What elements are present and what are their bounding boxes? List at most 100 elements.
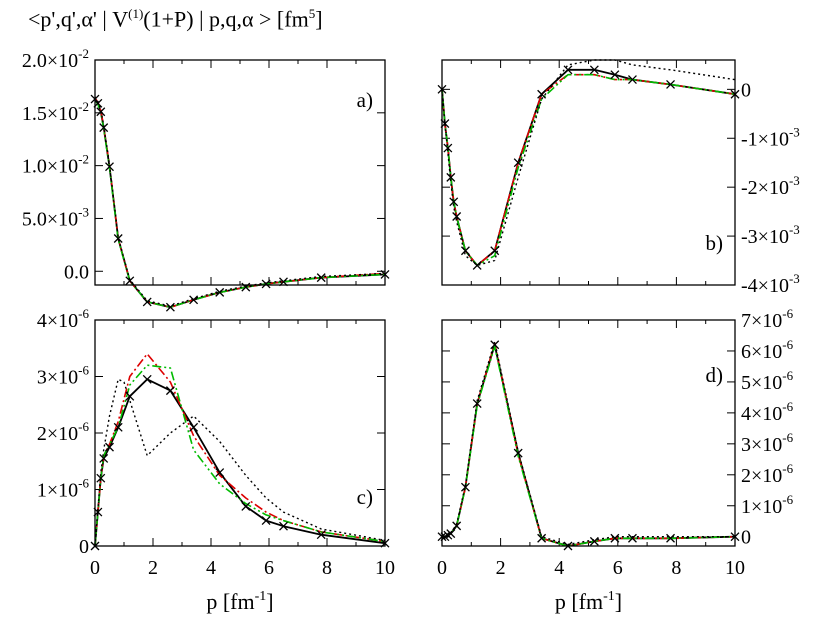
y-tick-mantissa: 4×10 xyxy=(741,403,782,425)
y-tick-label: -2×10-3 xyxy=(741,173,800,199)
marker-stroke xyxy=(472,399,482,409)
data-point-marker xyxy=(666,533,675,543)
series-line-black-solid xyxy=(441,68,736,267)
y-tick-exponent: -6 xyxy=(782,368,793,383)
data-point-marker xyxy=(627,533,637,543)
marker-stroke xyxy=(452,212,462,221)
y-tick-mantissa: -1×10 xyxy=(741,128,789,150)
y-tick-label: 7×10-6 xyxy=(741,306,794,332)
y-tick-label: 3×10-6 xyxy=(741,430,794,456)
y-tick-exponent: -6 xyxy=(78,363,89,378)
y-tick-mantissa: 7×10 xyxy=(741,310,782,332)
y-tick-exponent: -6 xyxy=(78,476,89,491)
x-tick-label: 4 xyxy=(554,557,564,579)
x-tick-label: 4 xyxy=(206,557,216,579)
data-point-marker xyxy=(96,107,106,117)
panel-label: a) xyxy=(357,88,373,112)
marker-stroke xyxy=(610,533,620,543)
x-axis-label-text: p [fm xyxy=(206,589,254,614)
title-text-mid: (1+P) | p,q,α > [fm xyxy=(143,6,309,32)
x-tick-label: 10 xyxy=(375,557,395,579)
marker-stroke xyxy=(96,473,106,483)
data-point-marker xyxy=(113,234,123,243)
y-tick-mantissa: 2×10 xyxy=(741,465,782,487)
x-axis-label-text: p [fm xyxy=(555,589,603,614)
plot-frame xyxy=(441,319,736,547)
marker-stroke xyxy=(446,529,456,539)
y-tick-mantissa: 1×10 xyxy=(741,496,782,518)
y-tick-mantissa: 3×10 xyxy=(37,367,78,389)
marker-stroke xyxy=(449,197,459,207)
y-tick-label: 0 xyxy=(79,536,89,558)
y-tick-label: 3×10-6 xyxy=(37,363,90,389)
marker-stroke xyxy=(537,533,547,543)
marker-stroke xyxy=(113,422,123,432)
x-axis-label-end: ] xyxy=(615,589,622,614)
marker-stroke xyxy=(472,260,482,270)
data-point-marker xyxy=(99,453,109,463)
marker-stroke xyxy=(96,107,106,117)
y-tick-mantissa: 5.0×10 xyxy=(22,208,78,230)
y-tick-label: 4×10-6 xyxy=(37,306,90,332)
y-tick-exponent: -6 xyxy=(782,461,793,476)
marker-stroke xyxy=(446,172,456,182)
marker-stroke xyxy=(105,162,114,172)
y-tick-exponent: -6 xyxy=(782,430,793,445)
y-tick-label: -4×10-3 xyxy=(741,271,800,297)
y-tick-label: 2×10-6 xyxy=(37,419,90,445)
marker-stroke xyxy=(513,448,523,458)
marker-stroke xyxy=(215,468,225,478)
series-line-black-dotted xyxy=(441,59,736,267)
series-line-green-dash-dot-dot xyxy=(94,364,386,547)
marker-stroke xyxy=(105,442,114,452)
data-point-marker xyxy=(446,529,456,539)
y-tick-exponent: -2 xyxy=(78,46,89,61)
data-point-marker xyxy=(666,79,675,89)
data-point-marker xyxy=(215,287,225,297)
data-point-marker xyxy=(261,279,271,289)
y-tick-label: 0 xyxy=(741,79,751,101)
y-tick-mantissa: -3×10 xyxy=(741,226,789,248)
y-tick-label: 1×10-6 xyxy=(741,492,794,518)
marker-stroke xyxy=(610,70,620,80)
x-tick-label: 0 xyxy=(437,557,447,579)
data-point-marker xyxy=(165,302,175,312)
x-axis-label-sup: -1 xyxy=(255,589,267,604)
marker-stroke xyxy=(537,89,547,99)
data-point-marker xyxy=(165,386,175,396)
y-tick-label: -1×10-3 xyxy=(741,124,800,150)
x-axis-label-end: ] xyxy=(266,589,273,614)
marker-stroke xyxy=(165,302,175,312)
data-point-marker xyxy=(189,422,199,432)
marker-stroke xyxy=(125,391,135,401)
x-axis-label: p [fm-1] xyxy=(555,589,622,614)
y-tick-label: 1.5×10-2 xyxy=(22,99,89,125)
data-point-marker xyxy=(443,530,453,540)
y-tick-exponent: -3 xyxy=(789,173,800,188)
data-point-marker xyxy=(610,70,620,80)
marker-stroke xyxy=(261,516,271,526)
marker-stroke xyxy=(125,276,135,286)
data-point-marker xyxy=(490,340,500,350)
data-point-marker xyxy=(125,391,135,401)
y-tick-exponent: -6 xyxy=(78,306,89,321)
panel-label: d) xyxy=(706,363,724,387)
y-tick-exponent: -6 xyxy=(782,492,793,507)
marker-stroke xyxy=(452,521,462,531)
marker-stroke xyxy=(316,273,326,283)
marker-stroke xyxy=(589,65,599,75)
marker-stroke xyxy=(99,123,109,133)
data-point-marker xyxy=(443,143,453,153)
marker-stroke xyxy=(490,340,500,350)
series-line-black-dotted xyxy=(94,96,386,307)
data-point-marker xyxy=(513,448,523,458)
x-tick-label: 10 xyxy=(725,557,745,579)
marker-stroke xyxy=(513,158,523,168)
data-point-marker xyxy=(460,482,470,492)
marker-stroke xyxy=(627,75,637,85)
x-tick-label: 2 xyxy=(148,557,158,579)
series-line-green-dash-dot-dot xyxy=(441,73,736,267)
data-point-marker xyxy=(610,533,620,543)
marker-stroke xyxy=(261,279,271,289)
data-point-marker xyxy=(452,212,462,221)
